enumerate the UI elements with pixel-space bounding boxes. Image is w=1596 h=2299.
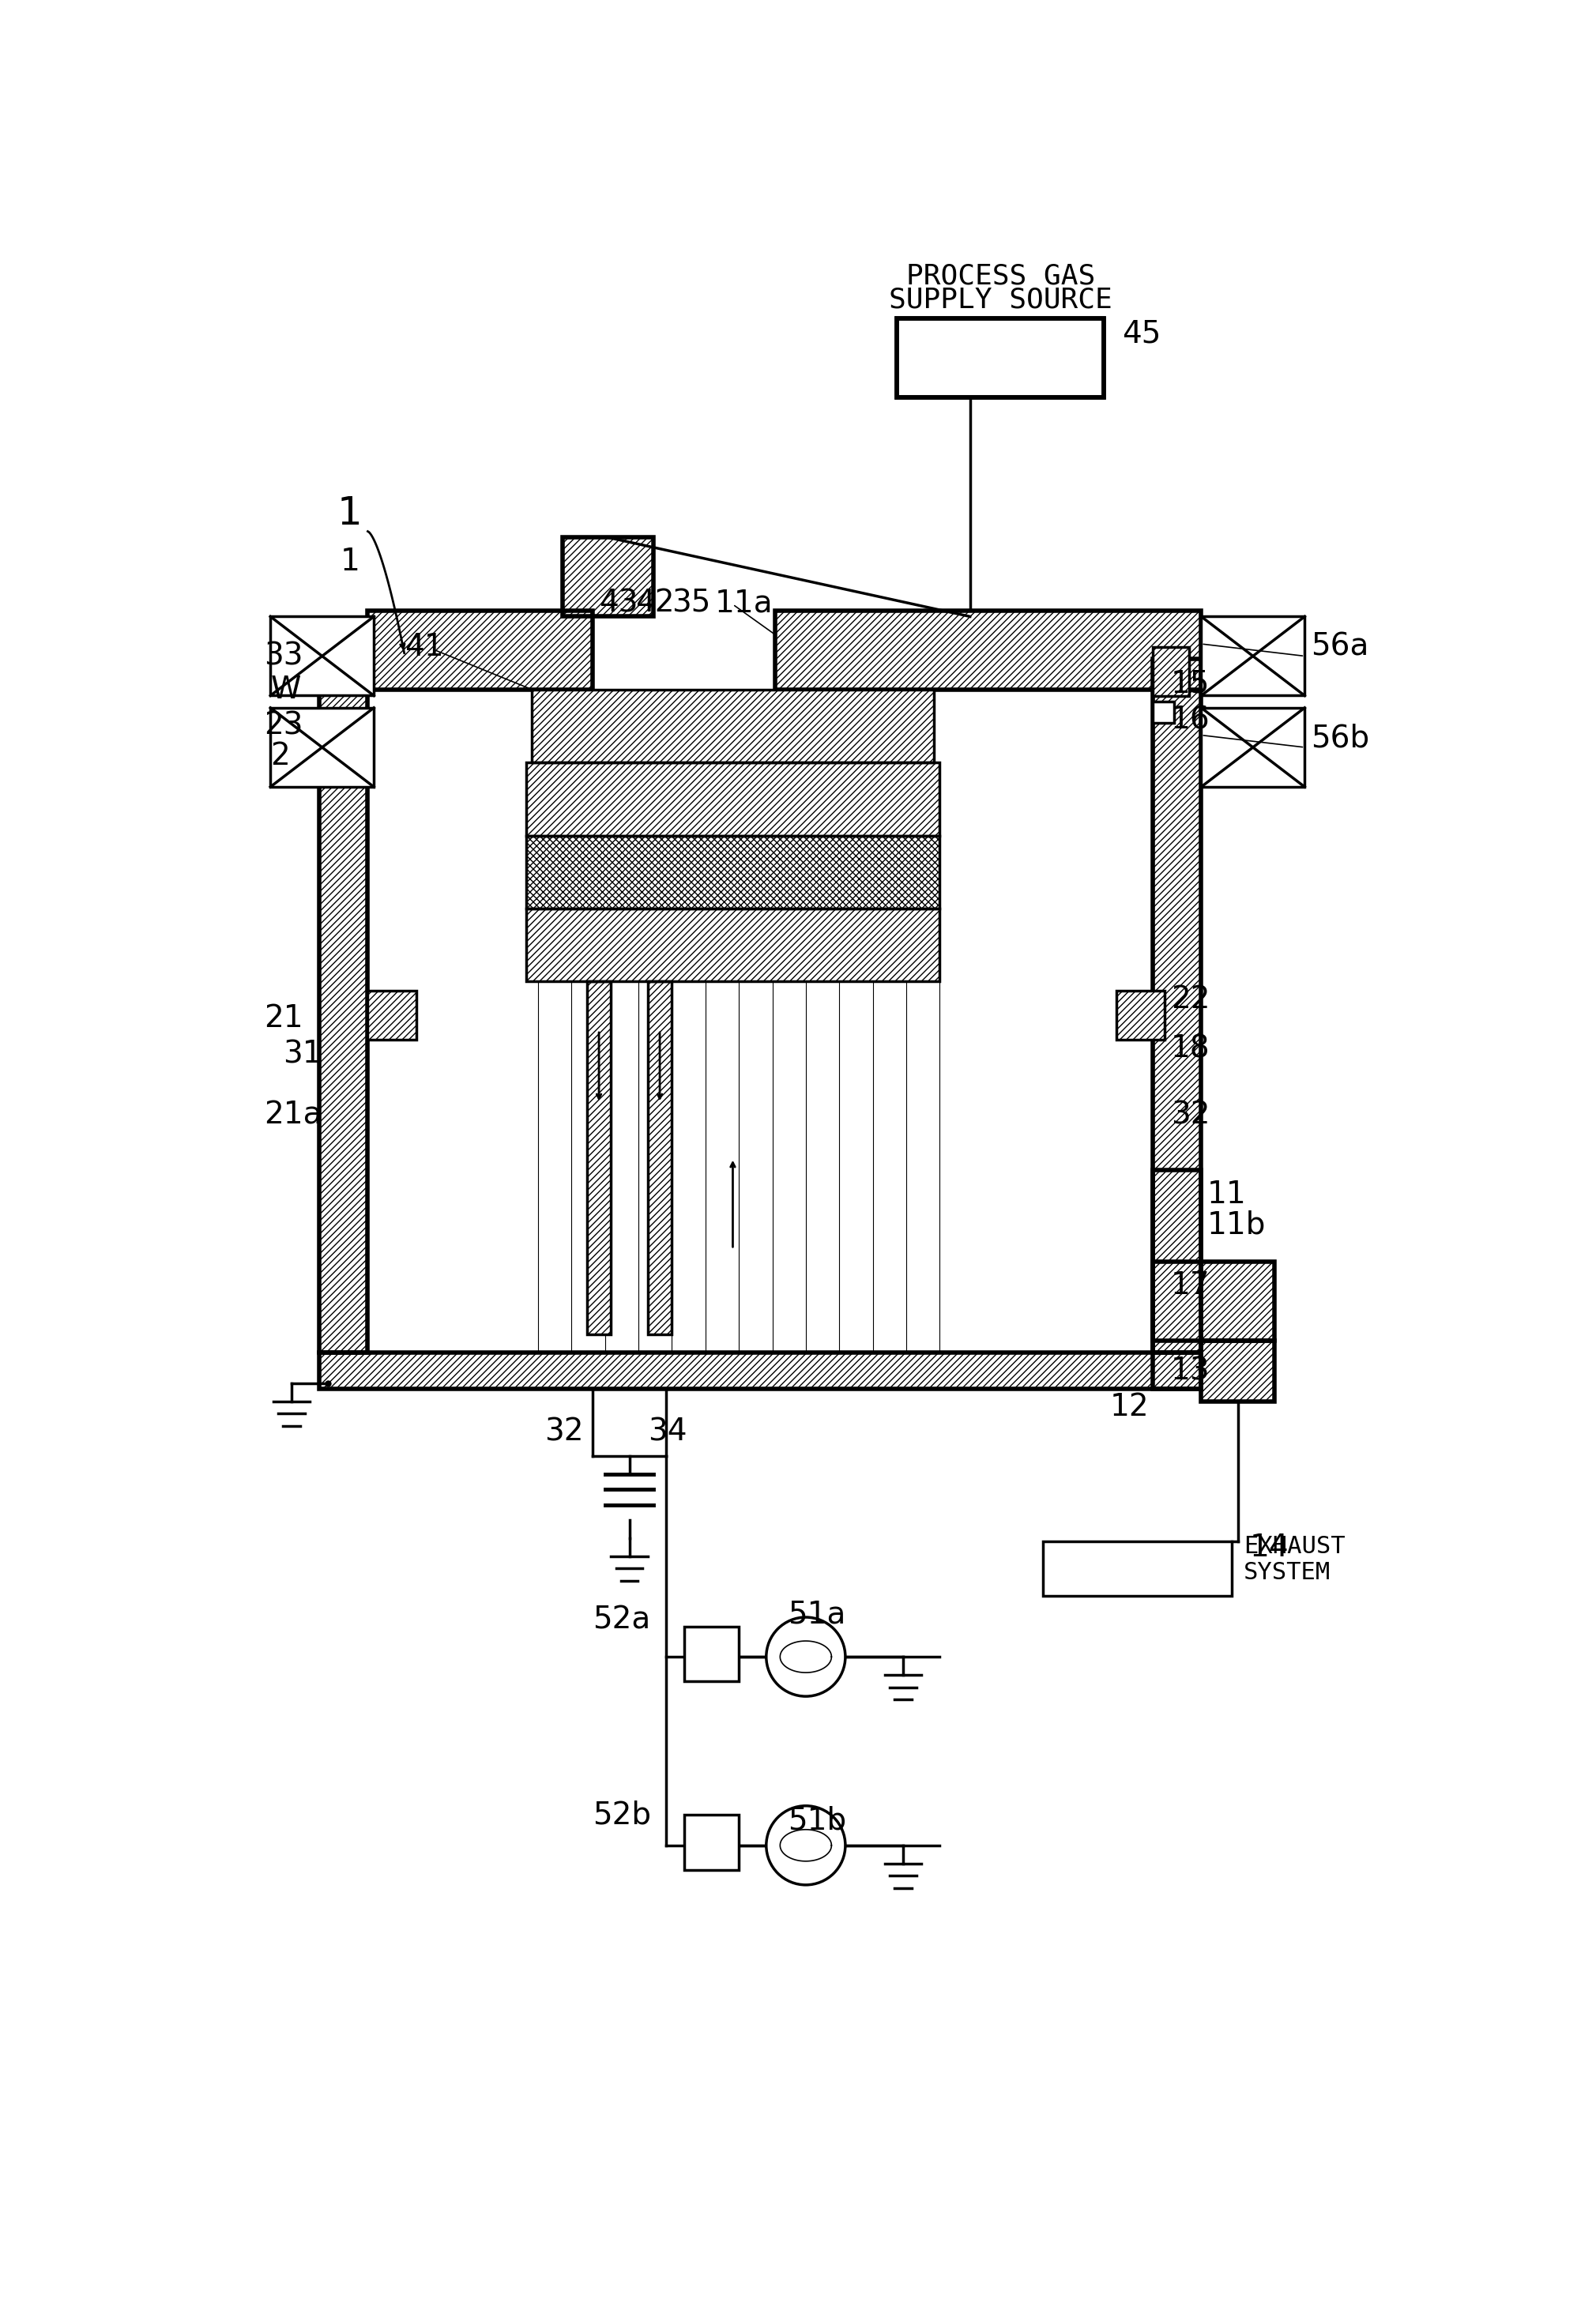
Bar — [319, 660, 367, 1352]
Text: W: W — [270, 674, 300, 703]
Bar — [1152, 701, 1173, 722]
Bar — [319, 1352, 1202, 1389]
Text: 11: 11 — [1207, 1179, 1246, 1209]
Bar — [1116, 991, 1165, 1039]
Bar — [562, 538, 654, 616]
Bar — [1116, 991, 1165, 1039]
Bar — [1044, 1540, 1232, 1596]
Bar — [1202, 1340, 1274, 1402]
Bar — [270, 616, 373, 697]
Bar — [367, 612, 592, 690]
Bar — [776, 612, 1202, 690]
Bar — [527, 763, 940, 835]
Bar — [587, 982, 611, 1333]
Text: 21a: 21a — [265, 1101, 322, 1131]
Text: 35: 35 — [672, 589, 710, 618]
Bar — [1152, 660, 1202, 1352]
Bar — [648, 982, 672, 1333]
Bar — [1152, 660, 1202, 1352]
Text: 42: 42 — [635, 589, 675, 618]
Text: 16: 16 — [1171, 706, 1210, 736]
Text: 1: 1 — [337, 494, 362, 531]
Text: 34: 34 — [648, 1416, 686, 1446]
Text: 52b: 52b — [592, 1800, 651, 1830]
Text: EXHAUST
SYSTEM: EXHAUST SYSTEM — [1243, 1536, 1345, 1584]
Text: 11a: 11a — [715, 589, 772, 618]
Text: 45: 45 — [1122, 320, 1162, 349]
Bar — [319, 660, 367, 1352]
Text: 31: 31 — [282, 1039, 322, 1069]
Text: 32: 32 — [1171, 1101, 1210, 1131]
Bar — [897, 320, 1104, 398]
Bar — [527, 763, 940, 835]
Text: 51b: 51b — [787, 1807, 846, 1837]
Bar — [685, 1814, 739, 1869]
Circle shape — [766, 1616, 846, 1697]
Bar — [527, 835, 940, 908]
Text: 17: 17 — [1171, 1271, 1210, 1301]
Text: 15: 15 — [1171, 669, 1210, 699]
Bar — [531, 690, 934, 763]
Bar — [531, 690, 934, 763]
Bar — [648, 982, 672, 1333]
Text: 51a: 51a — [787, 1600, 846, 1630]
Bar — [367, 612, 592, 690]
Bar — [562, 538, 654, 616]
Text: 43: 43 — [598, 589, 638, 618]
Bar — [527, 835, 940, 908]
Text: 56a: 56a — [1310, 632, 1369, 662]
Text: PROCESS GAS: PROCESS GAS — [907, 262, 1095, 290]
Text: 11b: 11b — [1207, 1209, 1266, 1239]
Bar — [1202, 616, 1304, 697]
Text: 56b: 56b — [1310, 724, 1369, 754]
Bar — [1202, 1340, 1274, 1402]
Bar — [367, 991, 417, 1039]
Bar — [367, 991, 417, 1039]
Text: 2: 2 — [270, 743, 290, 772]
Bar — [1152, 1170, 1202, 1389]
Bar — [897, 320, 1104, 398]
Bar — [776, 612, 1202, 690]
Bar — [527, 908, 940, 982]
Bar — [527, 908, 940, 982]
Bar — [1152, 1262, 1274, 1340]
Text: 18: 18 — [1171, 1035, 1210, 1064]
Bar — [685, 1625, 739, 1681]
Text: 12: 12 — [1109, 1393, 1149, 1423]
Text: 21: 21 — [265, 1002, 303, 1032]
Circle shape — [766, 1805, 846, 1885]
Text: 33: 33 — [265, 641, 303, 671]
Bar — [587, 982, 611, 1333]
Text: 32: 32 — [544, 1416, 583, 1446]
Bar — [270, 708, 373, 786]
Text: 13: 13 — [1171, 1356, 1210, 1386]
Text: 52a: 52a — [592, 1605, 651, 1635]
Bar — [319, 1352, 1202, 1389]
Text: 1: 1 — [340, 547, 361, 577]
Text: SUPPLY SOURCE: SUPPLY SOURCE — [889, 287, 1112, 313]
Text: 22: 22 — [1171, 984, 1210, 1014]
Bar — [1202, 708, 1304, 786]
Text: 14: 14 — [1250, 1531, 1290, 1563]
Bar — [1152, 1262, 1274, 1340]
Bar — [1152, 646, 1189, 697]
Text: 23: 23 — [265, 710, 303, 740]
Text: 41: 41 — [404, 632, 444, 662]
Bar — [1152, 1170, 1202, 1389]
Bar — [1152, 646, 1189, 697]
